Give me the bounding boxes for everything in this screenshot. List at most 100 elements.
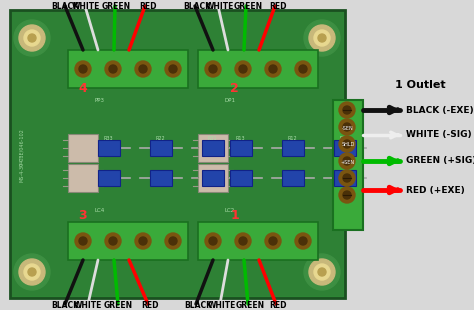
Text: RED (+EXE): RED (+EXE) xyxy=(406,185,465,194)
Circle shape xyxy=(339,136,355,152)
Bar xyxy=(68,50,188,88)
Bar xyxy=(198,134,228,162)
Bar xyxy=(10,10,345,298)
Circle shape xyxy=(14,254,50,290)
Circle shape xyxy=(235,233,251,249)
Circle shape xyxy=(139,65,147,73)
Circle shape xyxy=(309,259,335,285)
Circle shape xyxy=(299,65,307,73)
Circle shape xyxy=(269,65,277,73)
Circle shape xyxy=(19,25,45,51)
Bar xyxy=(198,222,318,260)
Bar xyxy=(98,170,120,186)
Bar xyxy=(282,170,304,186)
Text: RED: RED xyxy=(139,2,157,11)
Bar xyxy=(230,140,252,156)
Bar xyxy=(230,170,252,186)
Circle shape xyxy=(343,140,351,148)
Text: SHLD: SHLD xyxy=(341,143,355,148)
Bar xyxy=(12,12,343,296)
Circle shape xyxy=(339,153,355,169)
Text: R11: R11 xyxy=(339,135,349,140)
Bar xyxy=(334,170,356,186)
Text: 1 Outlet: 1 Outlet xyxy=(395,80,445,90)
Text: RED: RED xyxy=(141,301,159,310)
Circle shape xyxy=(79,237,87,245)
Text: +SEN: +SEN xyxy=(341,160,355,165)
Text: WHITE: WHITE xyxy=(208,301,236,310)
Circle shape xyxy=(19,259,45,285)
Circle shape xyxy=(339,187,355,203)
Bar xyxy=(150,170,172,186)
Circle shape xyxy=(79,65,87,73)
Circle shape xyxy=(105,61,121,77)
Text: RED: RED xyxy=(269,2,287,11)
Circle shape xyxy=(105,233,121,249)
Text: BLACK: BLACK xyxy=(184,301,212,310)
Bar xyxy=(334,140,356,156)
Circle shape xyxy=(343,123,351,131)
Circle shape xyxy=(314,30,330,46)
Text: 2: 2 xyxy=(230,82,239,95)
Text: LC2: LC2 xyxy=(225,207,235,212)
Bar xyxy=(150,140,172,156)
Text: 1: 1 xyxy=(230,209,239,222)
Text: PP3: PP3 xyxy=(95,98,105,103)
Text: BLACK: BLACK xyxy=(183,2,211,11)
Circle shape xyxy=(239,237,247,245)
Text: 3: 3 xyxy=(79,209,87,222)
Circle shape xyxy=(139,237,147,245)
Circle shape xyxy=(109,65,117,73)
Circle shape xyxy=(239,65,247,73)
Bar xyxy=(202,170,224,186)
Circle shape xyxy=(269,237,277,245)
Bar xyxy=(202,140,224,156)
Circle shape xyxy=(14,20,50,56)
Circle shape xyxy=(169,65,177,73)
Circle shape xyxy=(135,61,151,77)
Circle shape xyxy=(339,170,355,186)
Circle shape xyxy=(304,20,340,56)
Text: WHITE: WHITE xyxy=(74,301,102,310)
Bar xyxy=(282,140,304,156)
Bar xyxy=(198,164,228,192)
Text: R22: R22 xyxy=(155,135,165,140)
Circle shape xyxy=(169,237,177,245)
Circle shape xyxy=(24,264,40,280)
Circle shape xyxy=(339,119,355,135)
Circle shape xyxy=(343,106,351,114)
Circle shape xyxy=(165,61,181,77)
Bar xyxy=(98,140,120,156)
Circle shape xyxy=(295,233,311,249)
Text: GREEN: GREEN xyxy=(233,2,263,11)
Text: WHITE (-SIG): WHITE (-SIG) xyxy=(406,131,472,140)
Bar xyxy=(198,50,318,88)
Text: R13: R13 xyxy=(235,135,245,140)
Circle shape xyxy=(304,254,340,290)
Text: MS-4-30-C3E/046-102: MS-4-30-C3E/046-102 xyxy=(19,128,25,182)
Circle shape xyxy=(314,264,330,280)
Text: RED: RED xyxy=(269,301,287,310)
Text: DP1: DP1 xyxy=(225,98,236,103)
Text: DBDY: DBDY xyxy=(20,155,24,166)
Circle shape xyxy=(205,61,221,77)
Circle shape xyxy=(318,34,326,42)
Circle shape xyxy=(299,237,307,245)
Text: GREEN: GREEN xyxy=(103,301,133,310)
Circle shape xyxy=(318,268,326,276)
Circle shape xyxy=(295,61,311,77)
Bar xyxy=(333,100,363,230)
Text: WHITE: WHITE xyxy=(72,2,100,11)
Text: R31: R31 xyxy=(207,135,217,140)
Circle shape xyxy=(343,191,351,199)
Circle shape xyxy=(343,174,351,182)
Text: WHITE: WHITE xyxy=(206,2,234,11)
Bar xyxy=(68,164,98,192)
Bar xyxy=(68,134,98,162)
Circle shape xyxy=(265,61,281,77)
Circle shape xyxy=(109,237,117,245)
Text: GREEN (+SIG): GREEN (+SIG) xyxy=(406,157,474,166)
Circle shape xyxy=(75,61,91,77)
Circle shape xyxy=(28,34,36,42)
Text: R33: R33 xyxy=(103,135,113,140)
